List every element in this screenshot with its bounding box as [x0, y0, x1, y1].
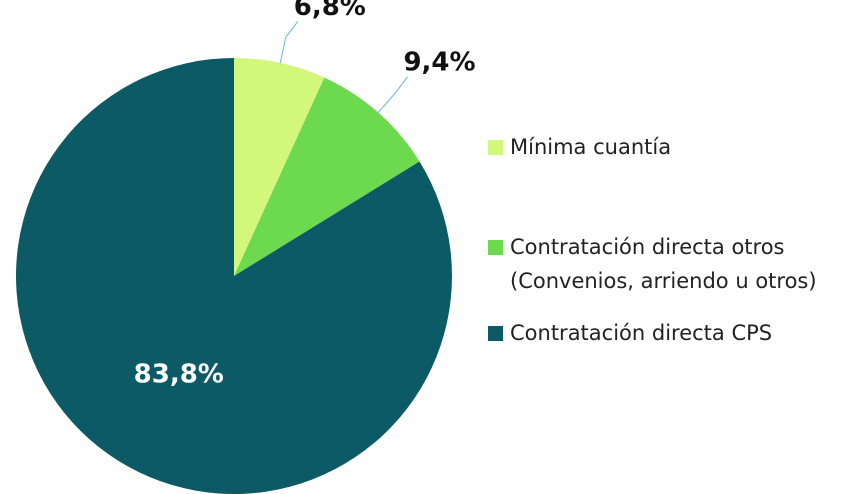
legend-swatch — [488, 240, 503, 255]
pie-slice — [234, 58, 325, 276]
legend-item: Mínima cuantía — [488, 130, 850, 164]
legend-item: Contratación directa otros (Convenios, a… — [488, 230, 850, 298]
slice-label: 9,4% — [403, 47, 475, 77]
legend-swatch — [488, 140, 503, 155]
legend-label: Mínima cuantía — [510, 135, 672, 159]
leader-line — [377, 76, 408, 113]
slice-label: 83,8% — [134, 359, 224, 389]
pie-slice — [234, 77, 420, 277]
legend-label: Contratación directa CPS — [510, 321, 773, 345]
leader-line — [279, 21, 299, 64]
legend-label: Contratación directa otros (Convenios, a… — [510, 235, 817, 293]
pie-slice — [16, 58, 452, 494]
legend-swatch — [488, 326, 503, 341]
legend-item: Contratación directa CPS — [488, 316, 850, 350]
slice-label: 6,8% — [294, 0, 366, 22]
